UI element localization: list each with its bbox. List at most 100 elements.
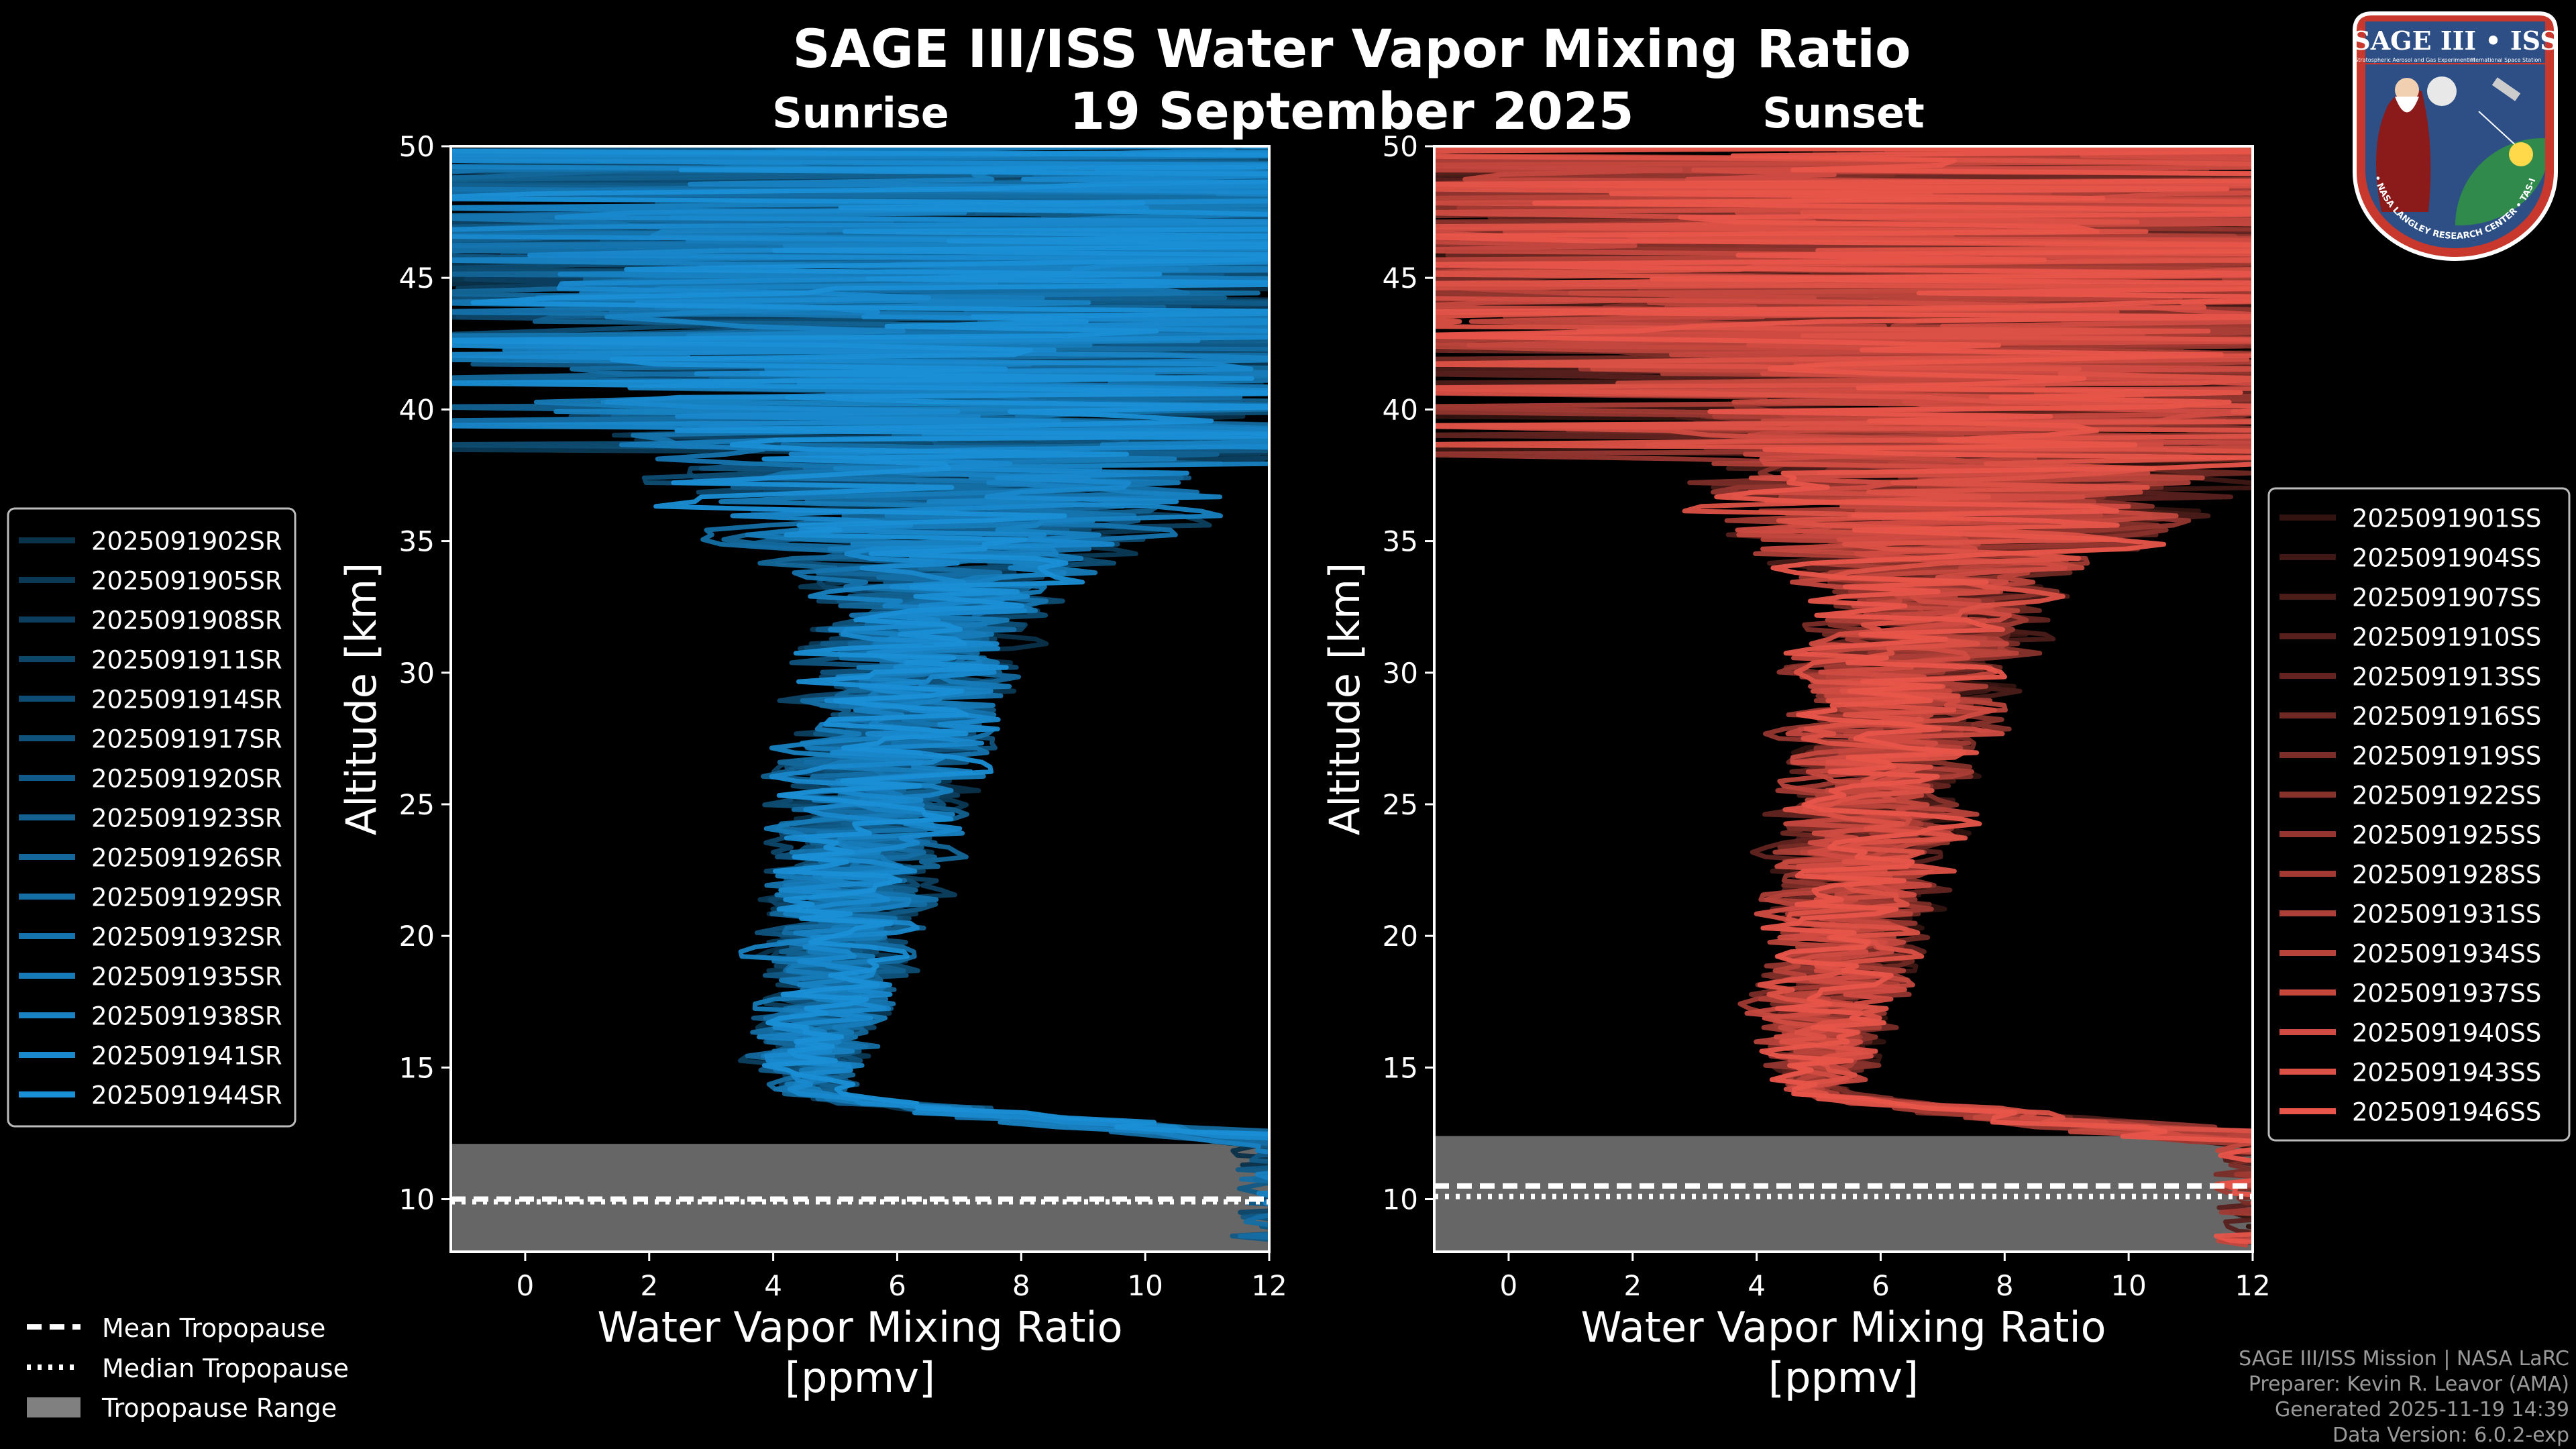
legend-label: 2025091928SS (2352, 861, 2541, 890)
sunrise-x-axis-unit: [ppmv] (785, 1353, 935, 1402)
badge-subtitle: Stratospheric Aerosol and Gas Experiment… (2355, 57, 2475, 63)
x-tick-label: 8 (1012, 1269, 1030, 1302)
legend-label: 2025091904SS (2352, 544, 2541, 573)
footer-generated: Generated 2025-11-19 14:39 (2275, 1398, 2569, 1421)
legend-frame (7, 507, 297, 1128)
sunrise-x-ticks: 0 2 4 6 8 10 12 (517, 1252, 1287, 1302)
legend-label: 2025091940SS (2352, 1019, 2541, 1048)
x-tick-label: 2 (1623, 1269, 1642, 1302)
legend-frame (2267, 487, 2571, 1142)
x-tick-label: 0 (517, 1269, 535, 1302)
badge-figure-head (2395, 78, 2419, 102)
legend-label: 2025091905SR (91, 567, 282, 596)
x-tick-label: 6 (888, 1269, 906, 1302)
legend-label: 2025091910SS (2352, 623, 2541, 652)
sunrise-y-axis-label: Altitude [km] (337, 563, 386, 836)
sunset-axes-frame (1433, 145, 2254, 1253)
tropopause-range-swatch (27, 1397, 80, 1417)
sunset-legend: 2025091901SS 2025091904SS 2025091907SS 2025… (2267, 487, 2571, 1142)
sunset-y-axis-label: Altitude [km] (1320, 563, 1369, 836)
chart-date: 19 September 2025 (1069, 81, 1633, 141)
sunset-y-ticks: 10 15 20 25 30 35 40 45 50 (1383, 130, 1434, 1216)
tropopause-range-band (451, 1144, 1269, 1252)
x-tick-label: 4 (764, 1269, 782, 1302)
footer-preparer: Preparer: Kevin R. Leavor (AMA) (2249, 1373, 2569, 1396)
badge-beam (2478, 111, 2520, 149)
legend-label: 2025091920SR (91, 765, 282, 794)
y-tick-label: 50 (399, 130, 435, 163)
legend-label: 2025091902SR (91, 527, 282, 556)
legend-label: 2025091929SR (91, 883, 282, 912)
sunset-profiles (1434, 146, 2253, 1248)
badge-figure (2376, 89, 2431, 212)
badge-moon (2427, 76, 2457, 106)
legend-label: 2025091901SS (2352, 504, 2541, 533)
y-tick-label: 10 (399, 1183, 435, 1216)
sunrise-y-ticks: 10 15 20 25 30 35 40 45 50 (399, 130, 451, 1216)
sunset-tropopause-lines (1434, 1183, 2253, 1199)
sunrise-panel: 0 2 4 6 8 10 12 10 15 20 25 30 35 40 45 50 Water Vapor… (337, 130, 1287, 1402)
y-tick-label: 45 (1383, 262, 1418, 294)
median-tropopause-label: Median Tropopause (102, 1354, 349, 1383)
x-tick-label: 8 (1996, 1269, 2014, 1302)
badge-figure-beard (2395, 97, 2419, 113)
legend-label: 2025091908SR (91, 606, 282, 635)
sunrise-axes-frame (449, 145, 1271, 1253)
sunset-x-axis-unit: [ppmv] (1768, 1353, 1919, 1402)
badge-sun (2509, 142, 2533, 166)
legend-label: 2025091923SR (91, 804, 282, 833)
legend-label: 2025091943SS (2352, 1059, 2541, 1087)
y-tick-label: 15 (399, 1051, 435, 1084)
x-tick-label: 0 (1500, 1269, 1518, 1302)
legend-label: 2025091937SS (2352, 979, 2541, 1008)
x-tick-label: 12 (1251, 1269, 1287, 1302)
sunrise-x-axis-label: Water Vapor Mixing Ratio (597, 1303, 1122, 1352)
footer-credits: SAGE III/ISS Mission | NASA LaRC Prepare… (2239, 1347, 2569, 1447)
legend-label: 2025091907SS (2352, 584, 2541, 612)
legend-label: 2025091938SR (91, 1002, 282, 1031)
legend-label: 2025091916SS (2352, 702, 2541, 731)
legend-label: 2025091919SS (2352, 742, 2541, 771)
legend-label: 2025091946SS (2352, 1098, 2541, 1127)
sunset-x-ticks: 0 2 4 6 8 10 12 (1500, 1252, 2271, 1302)
mean-tropopause-label: Mean Tropopause (102, 1313, 325, 1343)
badge-title: SAGE III • ISS (2352, 25, 2558, 56)
y-tick-label: 20 (399, 920, 435, 953)
chart-title: SAGE III/ISS Water Vapor Mixing Ratio (792, 19, 1911, 80)
y-tick-label: 50 (1383, 130, 1418, 163)
badge-header (2365, 21, 2545, 63)
legend-label: 2025091935SR (91, 963, 282, 991)
y-tick-label: 15 (1383, 1051, 1418, 1084)
sunrise-tropopause-range (451, 1144, 1269, 1252)
y-tick-label: 25 (399, 788, 435, 821)
sunrise-tropopause-lines (451, 1196, 1269, 1205)
legend-label: 2025091926SR (91, 844, 282, 873)
x-tick-label: 10 (1127, 1269, 1163, 1302)
y-tick-label: 30 (1383, 657, 1418, 690)
y-tick-label: 35 (399, 525, 435, 558)
profile-line-2025091944SR (451, 148, 1269, 1136)
sunset-x-axis-label: Water Vapor Mixing Ratio (1580, 1303, 2106, 1352)
legend-label: 2025091934SS (2352, 940, 2541, 969)
x-tick-label: 4 (1748, 1269, 1766, 1302)
legend-label: 2025091932SR (91, 923, 282, 952)
x-tick-label: 6 (1872, 1269, 1890, 1302)
x-tick-label: 10 (2110, 1269, 2146, 1302)
tropopause-legend: Mean Tropopause Median Tropopause Tropop… (27, 1313, 349, 1423)
y-tick-label: 25 (1383, 788, 1418, 821)
footer-data-version: Data Version: 6.0.2-exp (2332, 1424, 2569, 1447)
x-tick-label: 12 (2235, 1269, 2270, 1302)
sunset-panel-title: Sunset (1762, 89, 1925, 138)
footer-mission: SAGE III/ISS Mission | NASA LaRC (2239, 1347, 2569, 1371)
y-tick-label: 30 (399, 657, 435, 690)
y-tick-label: 35 (1383, 525, 1418, 558)
y-tick-label: 10 (1383, 1183, 1418, 1216)
legend-label: 2025091913SS (2352, 663, 2541, 692)
tropopause-range-label: Tropopause Range (101, 1393, 337, 1423)
legend-label: 2025091914SR (91, 686, 282, 714)
badge-station (2491, 77, 2521, 101)
badge-subtitle-2: International Space Station (2469, 57, 2542, 63)
legend-label: 2025091925SS (2352, 821, 2541, 850)
legend-label: 2025091917SR (91, 725, 282, 754)
